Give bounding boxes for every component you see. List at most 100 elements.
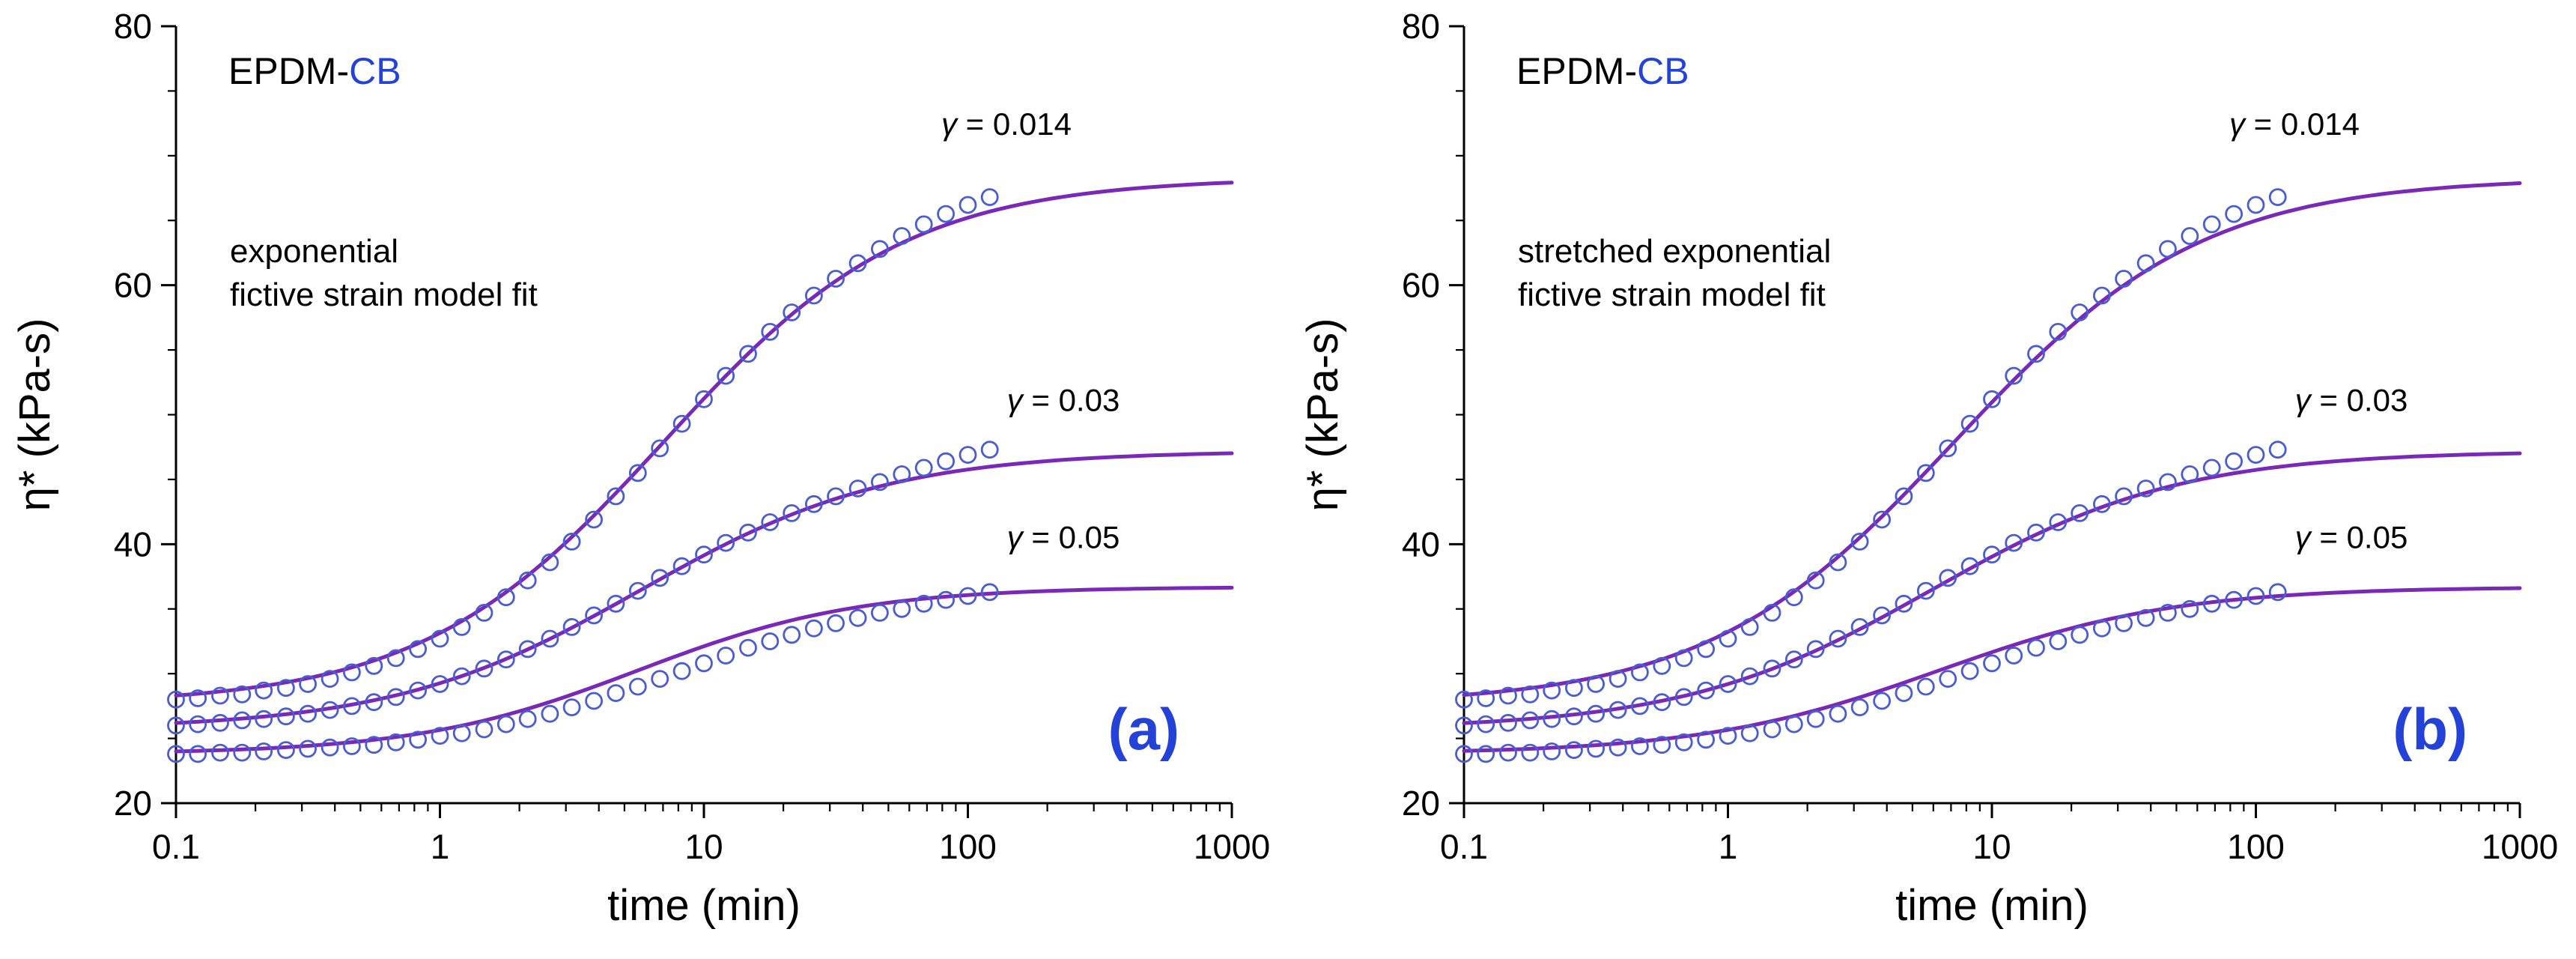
data-point: [1499, 713, 1517, 732]
data-point: [1455, 745, 1473, 763]
data-point: [607, 487, 625, 506]
data-point: [1499, 743, 1517, 762]
curve-label: γ = 0.03: [2295, 382, 2408, 417]
series-gamma-0.03: γ = 0.03: [1455, 382, 2522, 735]
fit-line: [1462, 586, 2522, 753]
data-point: [1873, 692, 1891, 710]
data-point: [1939, 670, 1957, 688]
data-point: [1521, 685, 1540, 704]
data-point: [739, 638, 757, 657]
data-point: [959, 587, 977, 605]
data-point: [2181, 465, 2199, 483]
data-point: [2247, 587, 2265, 605]
data-point: [871, 240, 889, 258]
data-point: [211, 743, 229, 762]
data-point: [1829, 553, 1847, 572]
data-point: [1564, 741, 1583, 759]
chart-panel-b: 0.1 1 10 100 1000 20 40 60 80 γ = 0.014 γ = 0.03 γ …: [1298, 7, 2558, 930]
fit-line: [174, 451, 1234, 725]
data-point: [1521, 743, 1540, 762]
data-point: [1697, 730, 1715, 749]
data-point: [211, 686, 229, 705]
data-point: [914, 594, 933, 613]
fit-line: [174, 181, 1234, 698]
data-point: [937, 205, 955, 223]
data-point: [365, 736, 383, 754]
data-point: [233, 743, 252, 762]
data-point: [1609, 701, 1627, 719]
data-point: [1587, 675, 1606, 693]
data-point: [1916, 464, 1935, 482]
data-point: [1740, 667, 1759, 686]
data-point: [167, 690, 185, 709]
data-point: [1763, 659, 1781, 678]
data-point: [1873, 510, 1891, 529]
x-tick-label: 1: [431, 827, 450, 866]
data-point: [672, 557, 691, 575]
data-point: [783, 303, 801, 321]
data-point: [255, 710, 273, 728]
data-point: [937, 452, 955, 471]
data-point: [431, 727, 449, 745]
data-point: [1653, 693, 1671, 712]
data-point: [2093, 619, 2111, 638]
data-point: [1850, 533, 1869, 551]
data-point: [1697, 640, 1715, 659]
data-point: [475, 604, 493, 622]
data-point: [189, 715, 207, 733]
data-point: [211, 713, 229, 732]
data-point: [2181, 599, 2199, 618]
y-tick-labels: 20 40 60 80: [1402, 7, 1440, 823]
data-point: [299, 675, 318, 693]
data-point: [1674, 688, 1693, 707]
data-point: [695, 545, 713, 564]
data-point: [299, 704, 318, 723]
data-point: [1719, 675, 1737, 693]
panel-letter: (a): [1108, 696, 1179, 762]
data-point: [233, 711, 252, 730]
data-point: [1697, 681, 1715, 700]
data-point: [321, 670, 339, 688]
y-tick-labels: 20 40 60 80: [114, 7, 152, 823]
sample-label: EPDM-CB: [228, 50, 401, 92]
data-point: [848, 254, 867, 273]
data-point: [1543, 742, 1561, 760]
data-point: [2071, 504, 2089, 522]
data-point: [651, 439, 669, 458]
data-point: [2225, 452, 2243, 471]
data-point: [2181, 227, 2199, 245]
series-gamma-0.014: γ = 0.014: [1455, 106, 2522, 709]
data-point: [607, 594, 625, 613]
data-point: [541, 629, 559, 648]
data-point: [1763, 604, 1781, 622]
data-point: [2268, 188, 2287, 207]
model-label: exponential fictive strain model fit: [230, 233, 538, 313]
data-point: [871, 604, 889, 622]
data-point: [1477, 745, 1495, 763]
data-point: [2115, 270, 2133, 288]
scatter-points: [167, 188, 999, 709]
data-point: [1609, 738, 1627, 757]
data-point: [365, 693, 383, 712]
data-point: [783, 504, 801, 522]
x-tick-label: 0.1: [152, 827, 200, 866]
data-point: [1916, 581, 1935, 600]
data-point: [695, 654, 713, 673]
scatter-points: [1455, 441, 2287, 735]
data-point: [1960, 662, 1979, 680]
curve-label: γ = 0.05: [1007, 520, 1120, 555]
model-label-line: fictive strain model fit: [1518, 276, 1826, 313]
x-tick-label: 100: [2227, 827, 2285, 866]
data-point: [1983, 545, 2001, 564]
data-point: [496, 588, 515, 607]
data-point: [1719, 629, 1737, 648]
data-point: [980, 441, 999, 459]
data-point: [1477, 715, 1495, 733]
scatter-points: [1455, 583, 2287, 763]
data-point: [871, 473, 889, 491]
x-tick-label: 1000: [2482, 827, 2558, 866]
data-point: [717, 647, 735, 665]
data-point: [2159, 240, 2177, 258]
data-point: [2115, 487, 2133, 506]
data-point: [2136, 480, 2155, 497]
